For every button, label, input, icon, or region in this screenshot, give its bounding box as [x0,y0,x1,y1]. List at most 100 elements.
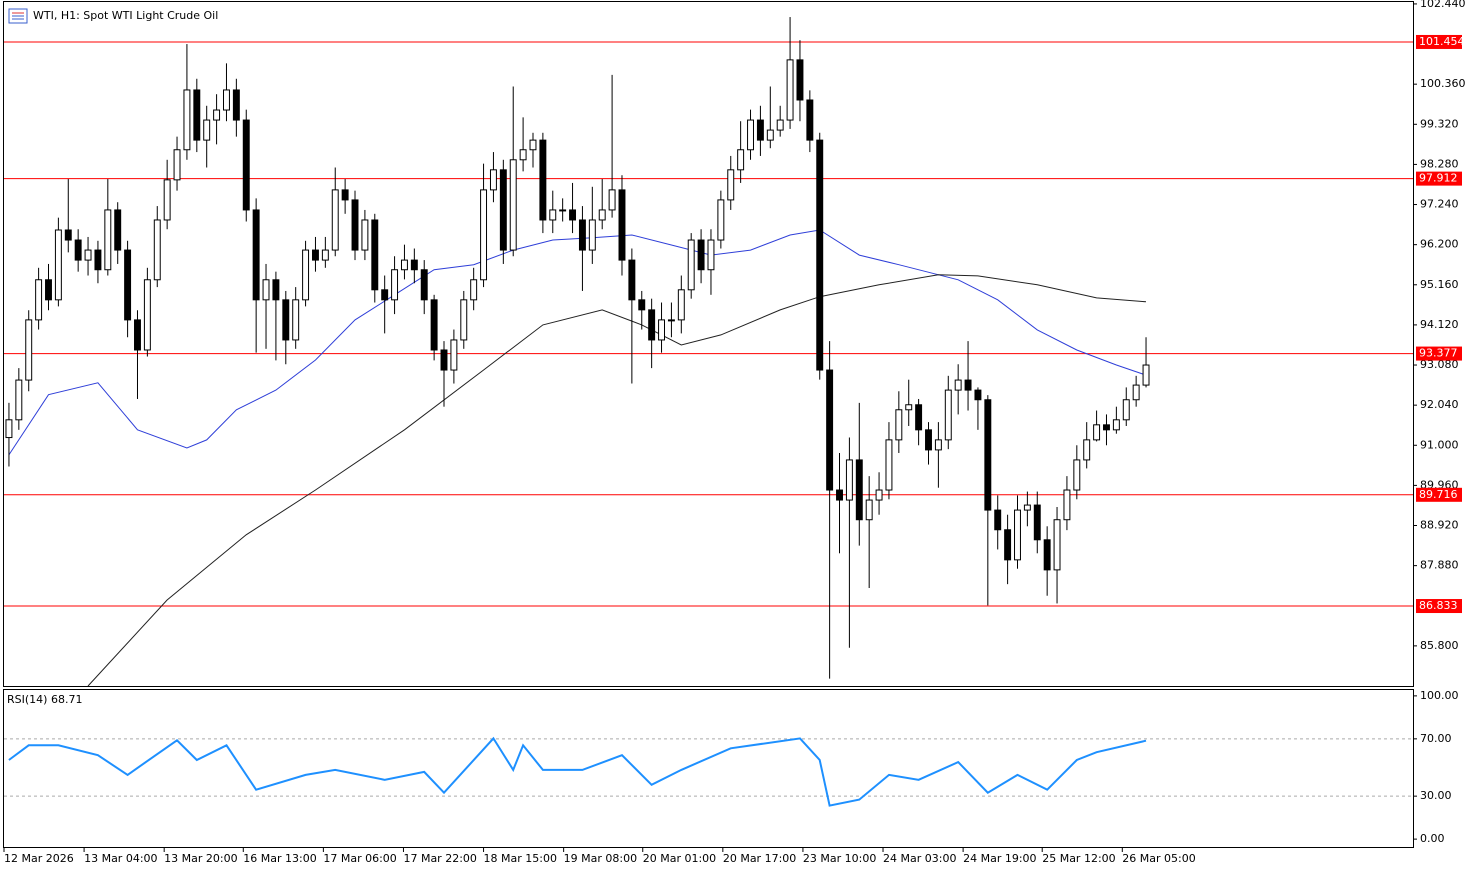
candle-body [311,249,319,261]
candle-body [371,219,379,291]
candle-body [163,179,171,221]
candle-body [381,289,389,301]
candle-body [25,319,33,381]
candle-body [15,379,23,421]
candle-body [1033,504,1041,541]
candle-body [934,439,942,451]
x-tick-label: 16 Mar 13:00 [243,852,316,865]
level-label-box [1416,599,1462,614]
level-label: 101.454 [1419,35,1465,48]
candle-body [242,119,250,211]
candle-body [203,119,211,141]
y-tick-label: 98.280 [1420,157,1459,170]
y-tick-label: 87.880 [1420,559,1459,572]
candle-body [1142,364,1150,386]
candle-body [559,209,567,212]
level-label-box [1416,171,1462,186]
candle-body [915,404,923,431]
y-tick-label: 92.040 [1420,398,1459,411]
y-tick-label: 94.120 [1420,318,1459,331]
candle-body [1093,424,1101,441]
candle-body [687,239,695,291]
x-tick-label: 13 Mar 04:00 [84,852,157,865]
x-tick-label: 12 Mar 2026 [4,852,74,865]
candle-body [489,169,497,191]
x-tick-label: 26 Mar 05:00 [1122,852,1195,865]
candle-body [1014,509,1021,561]
candle-body [480,189,488,281]
indicator-line [8,229,1147,456]
candle-body [895,409,903,441]
candle-body [826,369,834,491]
x-tick-label: 17 Mar 22:00 [403,852,476,865]
candle-body [727,169,735,201]
candle-body [114,209,122,251]
candle-body [865,499,873,521]
candle-body [153,219,161,281]
level-label-box [1416,34,1462,49]
candle-body [321,249,329,261]
level-label: 93.377 [1419,347,1458,360]
candle-body [519,149,527,161]
y-tick-label: 30.00 [1420,789,1452,802]
rsi-title: RSI(14) 68.71 [7,693,82,706]
candle-body [440,349,448,371]
candle-body [1103,424,1110,431]
candle-body [855,459,863,521]
candle-body [292,299,300,341]
candle-body [341,189,349,201]
candle-body [806,99,814,141]
candle-body [1132,384,1140,401]
candle-body [766,129,774,141]
candle-body [262,279,270,301]
candle-body [737,149,745,171]
y-tick-label: 91.000 [1420,438,1459,451]
candle-body [1053,519,1061,571]
indicator-line [8,736,1147,807]
candle-body [578,219,586,251]
candle-body [954,379,962,391]
candle-body [282,299,290,341]
candle-body [875,489,883,501]
candle-body [648,309,656,341]
y-tick-label: 102.440 [1420,0,1466,10]
candle-body [747,119,754,151]
candle-body [1083,439,1091,461]
candle-body [124,249,132,321]
y-tick-label: 100.00 [1420,689,1459,702]
x-tick-label: 18 Mar 15:00 [484,852,557,865]
level-label: 97.912 [1419,172,1458,185]
y-tick-label: 0.00 [1420,832,1445,845]
candle-body [351,199,359,251]
candle-body [1073,459,1081,491]
candle-body [618,189,626,261]
candle-body [628,259,636,301]
candle-body [252,209,260,301]
price-panel-frame [3,1,1414,687]
candle-body [272,279,280,301]
candle-body [667,319,675,322]
candle-body [885,439,893,491]
candle-body [1043,539,1051,571]
candle-body [331,189,339,251]
candle-body [658,319,665,341]
candle-body [836,489,843,501]
x-tick-label: 13 Mar 20:00 [164,852,237,865]
chart-title: WTI, H1: Spot WTI Light Crude Oil [33,9,218,22]
candle-body [964,379,972,391]
candle-body [974,389,982,401]
candle-body [5,419,13,439]
candle-body [391,269,399,301]
x-tick-label: 20 Mar 01:00 [643,852,716,865]
candle-body [905,404,913,411]
candle-body [786,59,794,121]
candle-body [430,299,438,351]
candle-body [143,279,151,351]
y-tick-label: 96.200 [1420,238,1459,251]
candle-body [845,459,853,501]
level-label: 86.833 [1419,599,1458,612]
candle-body [638,299,646,311]
candle-body [1023,504,1031,511]
